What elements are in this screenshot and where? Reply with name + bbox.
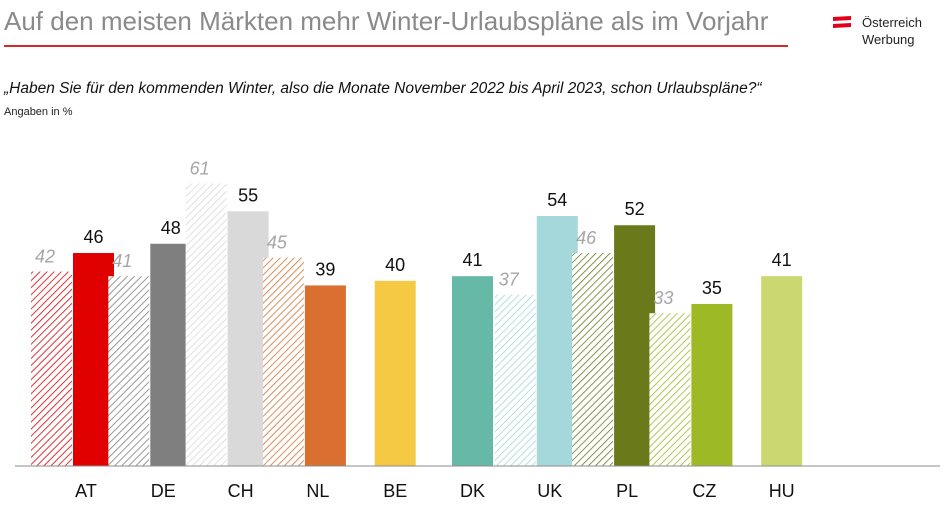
- bar-cur-de: [150, 243, 192, 466]
- x-tick-nl: NL: [306, 481, 329, 501]
- bar-cur-nl: [304, 285, 346, 466]
- x-tick-uk: UK: [537, 481, 562, 501]
- label-cur-pl: 52: [625, 199, 645, 219]
- survey-question: „Haben Sie für den kommenden Winter, als…: [4, 80, 762, 97]
- label-cur-at: 46: [83, 227, 103, 247]
- bar-cur-at: [73, 253, 114, 466]
- bar-prev-cz: [649, 313, 691, 466]
- bar-cur-uk: [536, 215, 578, 466]
- label-cur-uk: 54: [547, 190, 567, 210]
- label-prev-nl: 45: [267, 233, 288, 253]
- x-tick-at: AT: [75, 481, 97, 501]
- x-tick-dk: DK: [460, 481, 485, 501]
- label-prev-de: 41: [112, 251, 132, 271]
- label-prev-at: 42: [35, 247, 55, 267]
- logo-line-1: Österreich: [862, 15, 922, 30]
- x-tick-cz: CZ: [692, 481, 716, 501]
- austria-tourism-logo: Österreich Werbung: [832, 12, 942, 52]
- flag-stripe-top: [833, 16, 851, 21]
- bar-cur-hu: [761, 276, 803, 466]
- label-prev-cz: 33: [653, 288, 673, 308]
- bar-cur-dk: [452, 276, 493, 466]
- x-tick-hu: HU: [769, 481, 795, 501]
- label-cur-hu: 41: [772, 250, 792, 270]
- x-tick-ch: CH: [228, 481, 254, 501]
- label-prev-uk: 37: [499, 270, 520, 290]
- bar-prev-uk: [494, 294, 536, 466]
- bar-cur-cz: [691, 303, 733, 466]
- x-tick-de: DE: [151, 481, 176, 501]
- flag-stripe-bottom: [833, 23, 851, 28]
- logo-line-2: Werbung: [862, 32, 915, 47]
- label-cur-cz: 35: [702, 278, 722, 298]
- title-underline: [4, 45, 788, 47]
- bar-prev-at: [31, 271, 72, 466]
- x-tick-be: BE: [383, 481, 407, 501]
- chart-title: Auf den meisten Märkten mehr Winter-Urla…: [4, 6, 769, 36]
- label-cur-de: 48: [161, 218, 181, 238]
- bar-prev-pl: [572, 253, 614, 466]
- bar-prev-ch: [185, 183, 227, 466]
- x-tick-pl: PL: [616, 481, 638, 501]
- bar-prev-de: [108, 276, 150, 466]
- label-prev-pl: 46: [576, 228, 597, 248]
- unit-label: Angaben in %: [4, 106, 73, 118]
- bar-cur-ch: [227, 211, 269, 466]
- labels-group: 42 46 AT 41 48 DE 61 55 CH 45 39 NL 40 BE 41 DK 37 54 UK 46…: [35, 159, 795, 501]
- bar-cur-be: [374, 280, 416, 466]
- bar-cur-pl: [614, 225, 656, 466]
- logo-text: Österreich Werbung: [862, 14, 922, 48]
- label-cur-ch: 55: [238, 185, 258, 205]
- label-cur-be: 40: [385, 255, 405, 275]
- label-prev-ch: 61: [190, 159, 210, 179]
- bar-prev-nl: [262, 257, 304, 466]
- label-cur-nl: 39: [315, 259, 335, 279]
- flag-icon: [833, 16, 851, 28]
- bars-group: [31, 183, 803, 466]
- label-cur-dk: 41: [462, 250, 482, 270]
